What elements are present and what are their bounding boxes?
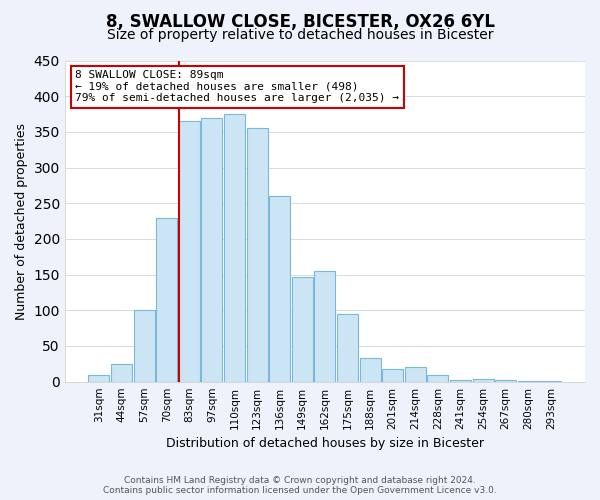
Bar: [359, 358, 380, 382]
X-axis label: Distribution of detached houses by size in Bicester: Distribution of detached houses by size …: [166, 437, 484, 450]
Text: Size of property relative to detached houses in Bicester: Size of property relative to detached ho…: [107, 28, 493, 42]
Bar: [541, 381, 562, 382]
Bar: [292, 277, 313, 382]
Text: Contains HM Land Registry data © Crown copyright and database right 2024.
Contai: Contains HM Land Registry data © Crown c…: [103, 476, 497, 495]
Bar: [88, 374, 109, 382]
Bar: [518, 381, 539, 382]
Bar: [382, 369, 403, 382]
Y-axis label: Number of detached properties: Number of detached properties: [15, 122, 28, 320]
Bar: [314, 271, 335, 382]
Bar: [247, 128, 268, 382]
Bar: [405, 368, 426, 382]
Bar: [450, 380, 471, 382]
Bar: [224, 114, 245, 382]
Text: 8 SWALLOW CLOSE: 89sqm
← 19% of detached houses are smaller (498)
79% of semi-de: 8 SWALLOW CLOSE: 89sqm ← 19% of detached…: [75, 70, 399, 103]
Bar: [156, 218, 177, 382]
Bar: [179, 121, 200, 382]
Bar: [495, 380, 516, 382]
Bar: [111, 364, 132, 382]
Bar: [269, 196, 290, 382]
Bar: [202, 118, 223, 382]
Bar: [337, 314, 358, 382]
Text: 8, SWALLOW CLOSE, BICESTER, OX26 6YL: 8, SWALLOW CLOSE, BICESTER, OX26 6YL: [106, 12, 494, 30]
Bar: [427, 374, 448, 382]
Bar: [473, 379, 494, 382]
Bar: [134, 310, 155, 382]
